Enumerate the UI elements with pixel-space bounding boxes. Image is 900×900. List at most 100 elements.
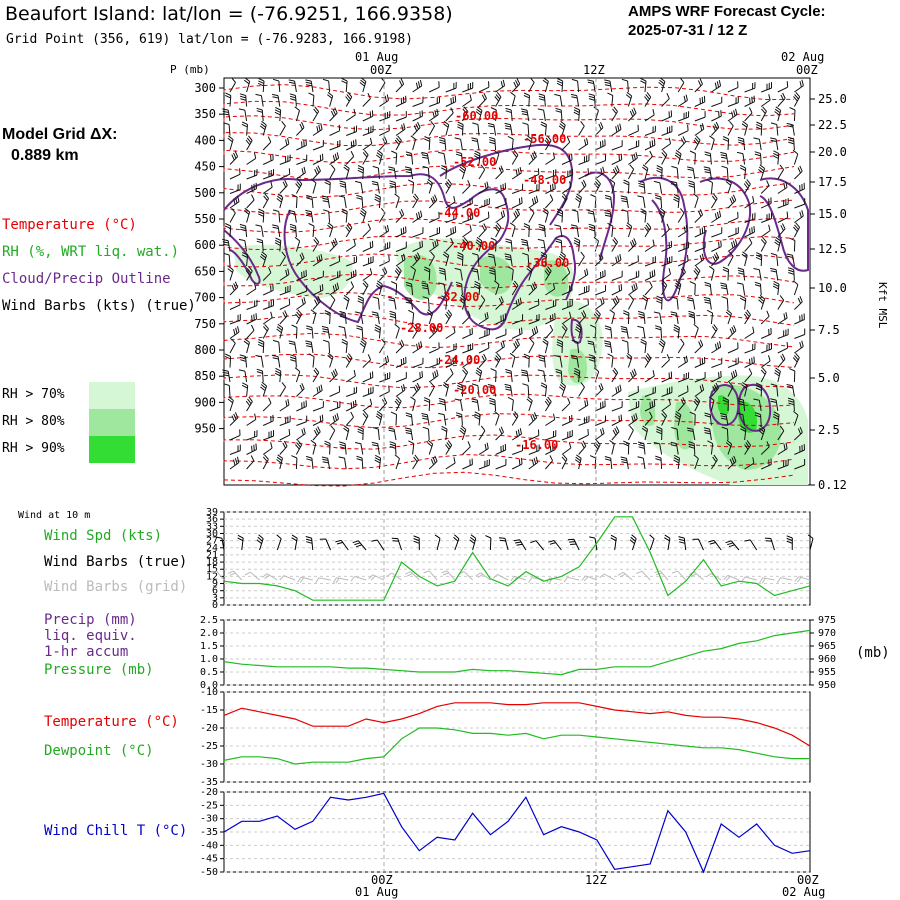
model-grid-label: Model Grid ΔX: (2, 126, 118, 143)
upper-wind-barb (245, 265, 253, 281)
upper-wind-barb (528, 195, 539, 209)
upper-wind-barb (760, 310, 770, 325)
upper-wind-barb (528, 326, 539, 339)
upper-wind-barb (561, 397, 571, 412)
upper-wind-barb (339, 310, 347, 325)
upper-wind-barb (324, 310, 331, 325)
upper-wind-barb (523, 353, 530, 368)
upper-wind-barb (296, 297, 306, 310)
top-time-00z: 00Z (370, 63, 392, 77)
upper-wind-barb (504, 383, 513, 397)
surface-wind-barb-grid (563, 576, 580, 583)
upper-wind-barb (371, 311, 380, 325)
upper-wind-barb (770, 267, 779, 281)
upper-wind-barb (710, 324, 718, 339)
upper-wind-barb (777, 164, 785, 180)
upper-wind-barb (291, 194, 298, 209)
upper-wind-barb (522, 122, 530, 136)
panel-tick-label: -20 (200, 723, 218, 734)
upper-wind-barb (324, 179, 331, 194)
upper-wind-barb (604, 325, 613, 339)
upper-wind-barb (312, 284, 324, 296)
surface-wind-barb-true (498, 537, 509, 551)
legend-temperature: Temperature (°C) (2, 217, 137, 233)
upper-wind-barb (478, 181, 489, 194)
upper-wind-barb (343, 164, 350, 180)
upper-wind-barb (545, 443, 556, 455)
upper-wind-barb (329, 140, 341, 151)
isotherm-line (223, 165, 795, 180)
upper-wind-barb (329, 238, 338, 252)
upper-wind-barb (395, 209, 405, 223)
upper-wind-barb (379, 372, 391, 383)
surface-wind-barb-true (649, 534, 655, 551)
upper-wind-barb (621, 209, 629, 223)
surface-wind-barb-true (692, 538, 704, 551)
upper-wind-barb (262, 311, 273, 325)
upper-wind-barb (426, 309, 434, 325)
upper-wind-barb (727, 108, 738, 122)
upper-wind-barb (289, 93, 297, 107)
upper-wind-barb (744, 440, 752, 455)
upper-wind-barb (405, 281, 414, 296)
upper-wind-barb (753, 137, 762, 151)
panel-tick-label: 9 (212, 579, 218, 590)
upper-wind-barb (312, 270, 324, 281)
panel-tick-label: 18 (206, 557, 218, 568)
upper-wind-barb (238, 108, 248, 122)
upper-wind-barb (674, 280, 682, 296)
upper-wind-barb (537, 238, 546, 252)
upper-wind-barb (495, 340, 505, 354)
upper-wind-barb (653, 311, 663, 325)
upper-wind-barb (246, 282, 257, 296)
upper-wind-barb (744, 326, 755, 339)
upper-wind-barb (578, 440, 587, 455)
upper-wind-barb (423, 397, 431, 412)
upper-wind-barb (744, 343, 756, 354)
upper-wind-barb (661, 110, 673, 122)
wind-speed-line (223, 516, 811, 601)
upper-wind-barb (412, 357, 424, 368)
upper-wind-barb (462, 327, 473, 339)
upper-wind-barb (423, 266, 431, 281)
panel-tick-label: -30 (200, 759, 218, 770)
pressure-tick-label: 750 (194, 317, 216, 331)
upper-wind-barb (741, 120, 748, 136)
upper-wind-barb (455, 151, 463, 165)
upper-wind-barb (457, 382, 464, 397)
upper-wind-barb (512, 444, 524, 455)
wind-chill-panel: -20 -25 -30 -35 -40 -45 -50 (200, 787, 811, 878)
upper-wind-barb (670, 180, 679, 194)
upper-wind-barb (721, 426, 729, 441)
upper-wind-barb (555, 107, 563, 122)
upper-wind-barb (428, 108, 439, 122)
upper-wind-barb (279, 298, 291, 310)
upper-wind-barb (540, 251, 547, 267)
upper-wind-barb (673, 454, 680, 470)
upper-wind-barb (727, 251, 734, 267)
upper-wind-barb (575, 193, 582, 209)
dewpoint-label: Dewpoint (°C) (44, 743, 154, 759)
upper-wind-barb (642, 164, 649, 180)
upper-wind-barb (611, 414, 623, 426)
upper-wind-barb (727, 194, 737, 209)
upper-wind-barb (262, 442, 273, 455)
upper-wind-barb (694, 123, 705, 136)
pressure-tick-label: 970 (818, 628, 836, 639)
upper-wind-barb (487, 122, 497, 136)
upper-wind-barb (421, 282, 430, 296)
upper-wind-barb (711, 382, 720, 397)
upper-wind-barb (438, 151, 447, 165)
upper-wind-barb (760, 94, 771, 107)
upper-wind-barb (412, 96, 424, 107)
upper-wind-barb (653, 442, 663, 455)
upper-wind-barb (628, 107, 637, 122)
upper-wind-barb (709, 135, 715, 151)
upper-wind-barb (412, 210, 423, 223)
upper-wind-barb (507, 396, 514, 412)
upper-wind-barb (689, 411, 696, 426)
upper-wind-barb (744, 226, 755, 238)
upper-wind-barb (677, 355, 688, 368)
pressure-tick-label: 960 (818, 654, 836, 665)
upper-wind-barb (276, 193, 284, 209)
